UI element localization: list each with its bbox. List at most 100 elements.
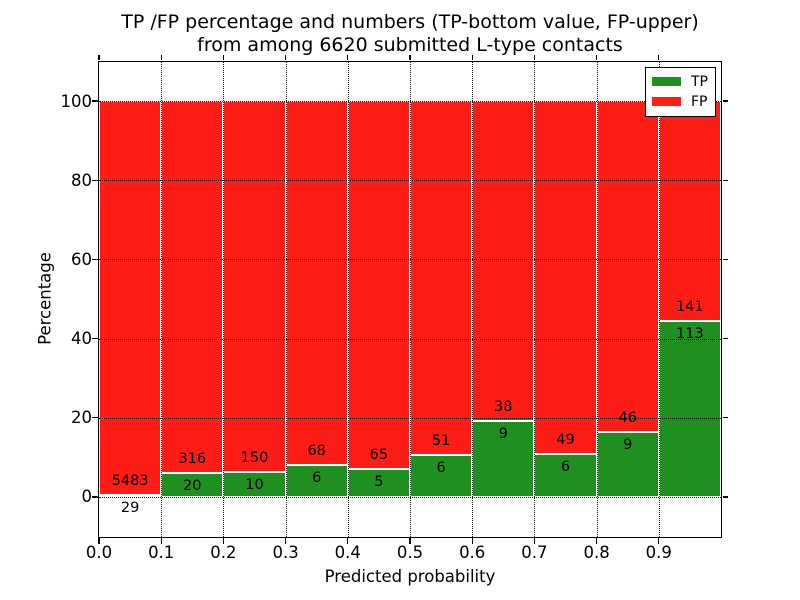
- y-tick-label: 20: [71, 408, 92, 428]
- fp-count-label: 5483: [111, 472, 149, 489]
- tp-bar-segment: [596, 432, 659, 497]
- fp-count-label: 46: [618, 410, 637, 427]
- tp-count-label: 29: [120, 499, 140, 516]
- fp-count-label: 150: [240, 450, 269, 467]
- gridline-horizontal: [99, 417, 721, 419]
- y-tick-label: 40: [71, 329, 92, 349]
- y-tick-mark: [92, 179, 98, 181]
- x-tick-mark: [533, 54, 536, 60]
- x-tick-mark: [471, 54, 473, 60]
- x-tick-mark: [98, 54, 100, 60]
- x-tick-mark: [409, 538, 411, 544]
- x-tick-mark: [347, 538, 349, 544]
- x-tick-mark: [533, 538, 536, 544]
- x-tick-mark: [160, 538, 162, 544]
- legend-entry-tp: TP: [652, 72, 708, 92]
- y-tick-label: 0: [81, 487, 93, 507]
- y-tick-label: 60: [71, 249, 92, 269]
- legend-box: TP FP: [645, 66, 716, 117]
- fp-count-label: 38: [494, 399, 513, 416]
- x-tick-label: 0.2: [210, 543, 237, 562]
- x-tick-mark: [595, 54, 598, 60]
- tp-count-label: 6: [436, 460, 446, 477]
- chart-title-line1: TP /FP percentage and numbers (TP-bottom…: [121, 11, 699, 33]
- chart-title-line2: from among 6620 submitted L-type contact…: [197, 33, 623, 56]
- x-tick-mark: [347, 54, 349, 60]
- x-tick-mark: [658, 54, 660, 60]
- fp-bar-segment: [347, 101, 410, 469]
- fp-count-label: 141: [676, 298, 704, 315]
- y-tick-mark: [92, 496, 98, 498]
- tp-bar-segment: [658, 320, 721, 497]
- fp-bar-segment: [285, 101, 348, 465]
- x-tick-label: 0.9: [645, 543, 672, 562]
- tp-count-label: 5: [374, 473, 384, 490]
- gridline-vertical: [161, 61, 163, 537]
- tp-bar-segment: [99, 494, 162, 497]
- fp-bar-segment: [161, 101, 224, 474]
- chart-title: TP /FP percentage and numbers (TP-bottom…: [99, 11, 721, 56]
- fp-bar-segment: [596, 101, 659, 433]
- tp-count-label: 6: [312, 469, 322, 486]
- y-tick-label: 100: [60, 91, 93, 111]
- gridline-vertical: [347, 61, 349, 537]
- y-tick-mark: [92, 417, 98, 419]
- gridline-vertical: [410, 61, 411, 537]
- y-tick-mark: [92, 100, 98, 102]
- x-tick-mark: [658, 538, 660, 544]
- y-tick-label: 80: [71, 170, 92, 190]
- gridline-horizontal: [99, 496, 721, 498]
- fp-count-label: 65: [369, 446, 389, 463]
- tp-count-label: 9: [623, 437, 633, 454]
- gridline-horizontal: [99, 338, 721, 340]
- tp-bar-segment: [534, 453, 597, 497]
- y-tick-mark: [722, 258, 728, 261]
- gridline-vertical: [534, 61, 536, 537]
- gridline-vertical: [658, 61, 660, 537]
- tp-legend-swatch: [652, 76, 681, 87]
- fp-legend-label: FP: [691, 93, 708, 110]
- x-tick-mark: [595, 538, 598, 544]
- gridline-vertical: [285, 61, 287, 537]
- fp-count-label: 49: [556, 431, 575, 448]
- gridline-vertical: [472, 61, 474, 537]
- y-tick-mark: [722, 496, 728, 498]
- y-axis-label: Percentage: [35, 252, 55, 345]
- x-tick-label: 0.5: [396, 543, 424, 562]
- y-tick-mark: [92, 258, 98, 261]
- tp-bar-segment: [472, 421, 535, 497]
- y-tick-mark: [92, 337, 98, 340]
- x-tick-mark: [222, 54, 225, 60]
- fp-count-label: 316: [178, 451, 207, 468]
- x-tick-label: 0.0: [85, 543, 113, 562]
- x-tick-mark: [98, 538, 100, 544]
- fp-bar-segment: [223, 101, 286, 473]
- legend-entry-fp: FP: [652, 92, 708, 112]
- fp-count-label: 51: [431, 433, 451, 450]
- tp-bar-segment: [223, 472, 286, 497]
- gridline-vertical: [596, 61, 598, 537]
- tp-count-label: 113: [676, 325, 704, 342]
- x-axis-label: Predicted probability: [324, 567, 496, 586]
- x-tick-mark: [222, 538, 225, 544]
- x-tick-label: 0.3: [272, 543, 299, 562]
- fp-bar-segment: [472, 101, 535, 422]
- x-tick-label: 0.1: [148, 543, 175, 562]
- x-tick-mark: [284, 54, 287, 60]
- x-tick-mark: [284, 538, 287, 544]
- tp-bar-segment: [410, 455, 473, 497]
- tp-legend-label: TP: [691, 73, 708, 90]
- x-tick-label: 0.8: [583, 543, 610, 562]
- tp-count-label: 20: [183, 478, 202, 495]
- tp-count-label: 9: [498, 426, 508, 443]
- gridline-horizontal: [99, 180, 721, 182]
- plot-area: TP FP 5483 29 316 20 150 10 68 6 65 5 51 6 38 9 49 6 46 9…: [98, 60, 722, 538]
- x-tick-label: 0.6: [459, 543, 486, 562]
- x-tick-mark: [471, 538, 473, 544]
- y-tick-mark: [722, 100, 728, 102]
- y-tick-mark: [722, 179, 728, 181]
- gridline-horizontal: [99, 259, 721, 261]
- fp-legend-swatch: [652, 96, 681, 107]
- fp-bar-segment: [534, 101, 597, 454]
